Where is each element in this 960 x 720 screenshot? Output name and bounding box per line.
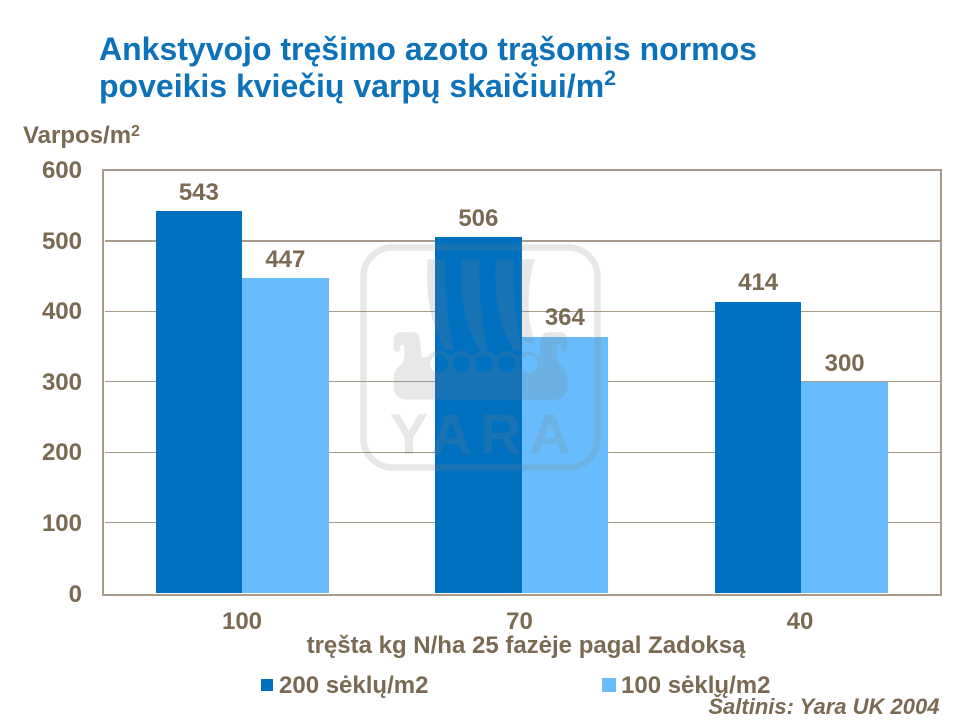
svg-text:YARA: YARA <box>390 403 578 467</box>
